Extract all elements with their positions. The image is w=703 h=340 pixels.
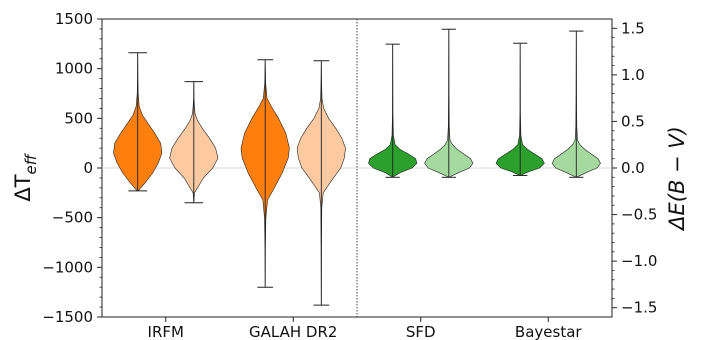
right-tick-label: 1.0 <box>621 66 645 84</box>
left-axis-label-symbol: ΔT <box>11 174 35 201</box>
left-y-axis: −1500 −1000 −500 0 500 1000 1500 <box>42 10 102 326</box>
right-tick-label: −0.5 <box>621 206 657 224</box>
left-tick-label: 500 <box>64 109 93 127</box>
x-tick-label: Bayestar <box>515 323 582 340</box>
left-tick-label: 0 <box>83 159 93 177</box>
right-axis-label: ΔE(B − V) <box>665 126 689 232</box>
left-tick-label: 1500 <box>55 10 93 28</box>
left-axis-label: ΔTeff <box>11 152 40 201</box>
plot-area <box>101 18 613 318</box>
x-tick-label: SFD <box>406 323 436 340</box>
left-axis-label-subscript: eff <box>22 152 40 174</box>
x-axis: IRFM GALAH DR2 SFD Bayestar <box>148 317 582 340</box>
right-tick-label: −1.0 <box>621 252 657 270</box>
left-tick-label: −1000 <box>42 258 93 276</box>
left-tick-label: −1500 <box>42 308 93 326</box>
left-tick-label: −500 <box>52 209 93 227</box>
x-tick-label: GALAH DR2 <box>249 323 337 340</box>
right-tick-label: 1.5 <box>621 19 645 37</box>
right-tick-label: 0.5 <box>621 112 645 130</box>
right-tick-label: 0.0 <box>621 159 645 177</box>
x-tick-label: IRFM <box>148 323 184 340</box>
left-tick-label: 1000 <box>55 60 93 78</box>
right-tick-label: −1.5 <box>621 299 657 317</box>
right-y-axis: −1.5 −1.0 −0.5 0.0 0.5 1.0 1.5 <box>612 19 657 317</box>
